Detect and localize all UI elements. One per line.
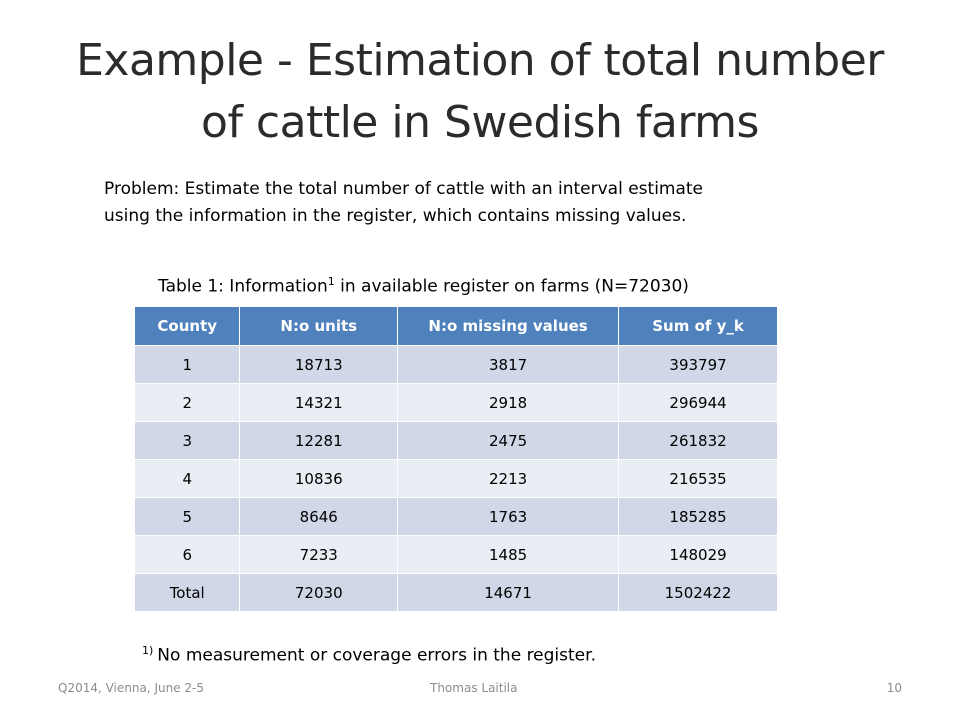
footer-page-number: 10 (886, 681, 902, 695)
slide-title-line-2: of cattle in Swedish farms (201, 97, 759, 148)
cell-missing: 2213 (397, 459, 620, 498)
cell-units: 72030 (239, 573, 399, 612)
cell-missing: 1763 (397, 497, 620, 536)
footnote-marker: 1) (142, 644, 154, 657)
table-row: 4 10836 2213 216535 (133, 459, 778, 498)
cell-sum: 393797 (618, 345, 778, 384)
table-footnote: 1) No measurement or coverage errors in t… (142, 638, 596, 669)
cell-missing: 1485 (397, 535, 620, 574)
cell-units: 12281 (239, 421, 399, 460)
cell-missing: 2475 (397, 421, 620, 460)
cell-missing: 14671 (397, 573, 620, 612)
cell-county: 5 (133, 497, 241, 536)
problem-statement: Problem: Estimate the total number of ca… (104, 176, 824, 230)
table-caption: Table 1: Information1 in available regis… (158, 269, 689, 300)
table-row: 3 12281 2475 261832 (133, 421, 778, 460)
header-missing-values: N:o missing values (397, 306, 620, 346)
cell-units: 8646 (239, 497, 399, 536)
cell-county: 6 (133, 535, 241, 574)
cell-sum: 296944 (618, 383, 778, 422)
caption-text-before: Table 1: Information (158, 276, 328, 297)
footer-author: Thomas Laitila (430, 681, 518, 695)
problem-line-2: using the information in the register, w… (104, 206, 687, 226)
cell-units: 18713 (239, 345, 399, 384)
caption-text-after: in available register on farms (N=72030) (334, 276, 689, 297)
cell-units: 14321 (239, 383, 399, 422)
cell-county: 2 (133, 383, 241, 422)
problem-line-1: Problem: Estimate the total number of ca… (104, 179, 704, 199)
table-row: 6 7233 1485 148029 (133, 535, 778, 574)
cell-sum: 148029 (618, 535, 778, 574)
footnote-text: No measurement or coverage errors in the… (157, 645, 596, 666)
cell-county: 1 (133, 345, 241, 384)
cell-missing: 2918 (397, 383, 620, 422)
cell-sum: 1502422 (618, 573, 778, 612)
table-row: 1 18713 3817 393797 (133, 345, 778, 384)
cell-units: 7233 (239, 535, 399, 574)
table-header-row: County N:o units N:o missing values Sum … (133, 306, 778, 346)
slide-title: Example - Estimation of total number of … (40, 30, 920, 154)
header-units: N:o units (239, 306, 399, 346)
cell-sum: 216535 (618, 459, 778, 498)
cell-missing: 3817 (397, 345, 620, 384)
header-county: County (133, 306, 241, 346)
caption-superscript: 1 (327, 275, 335, 288)
cell-county: 3 (133, 421, 241, 460)
table-total-row: Total 72030 14671 1502422 (133, 573, 778, 612)
cell-county: Total (133, 573, 241, 612)
table-row: 2 14321 2918 296944 (133, 383, 778, 422)
cell-sum: 261832 (618, 421, 778, 460)
header-sum-yk: Sum of y_k (618, 306, 778, 346)
cell-sum: 185285 (618, 497, 778, 536)
slide-title-line-1: Example - Estimation of total number (76, 35, 884, 86)
table-row: 5 8646 1763 185285 (133, 497, 778, 536)
cell-units: 10836 (239, 459, 399, 498)
cattle-register-table: County N:o units N:o missing values Sum … (133, 306, 778, 612)
cell-county: 4 (133, 459, 241, 498)
footer-conference: Q2014, Vienna, June 2-5 (58, 681, 205, 695)
